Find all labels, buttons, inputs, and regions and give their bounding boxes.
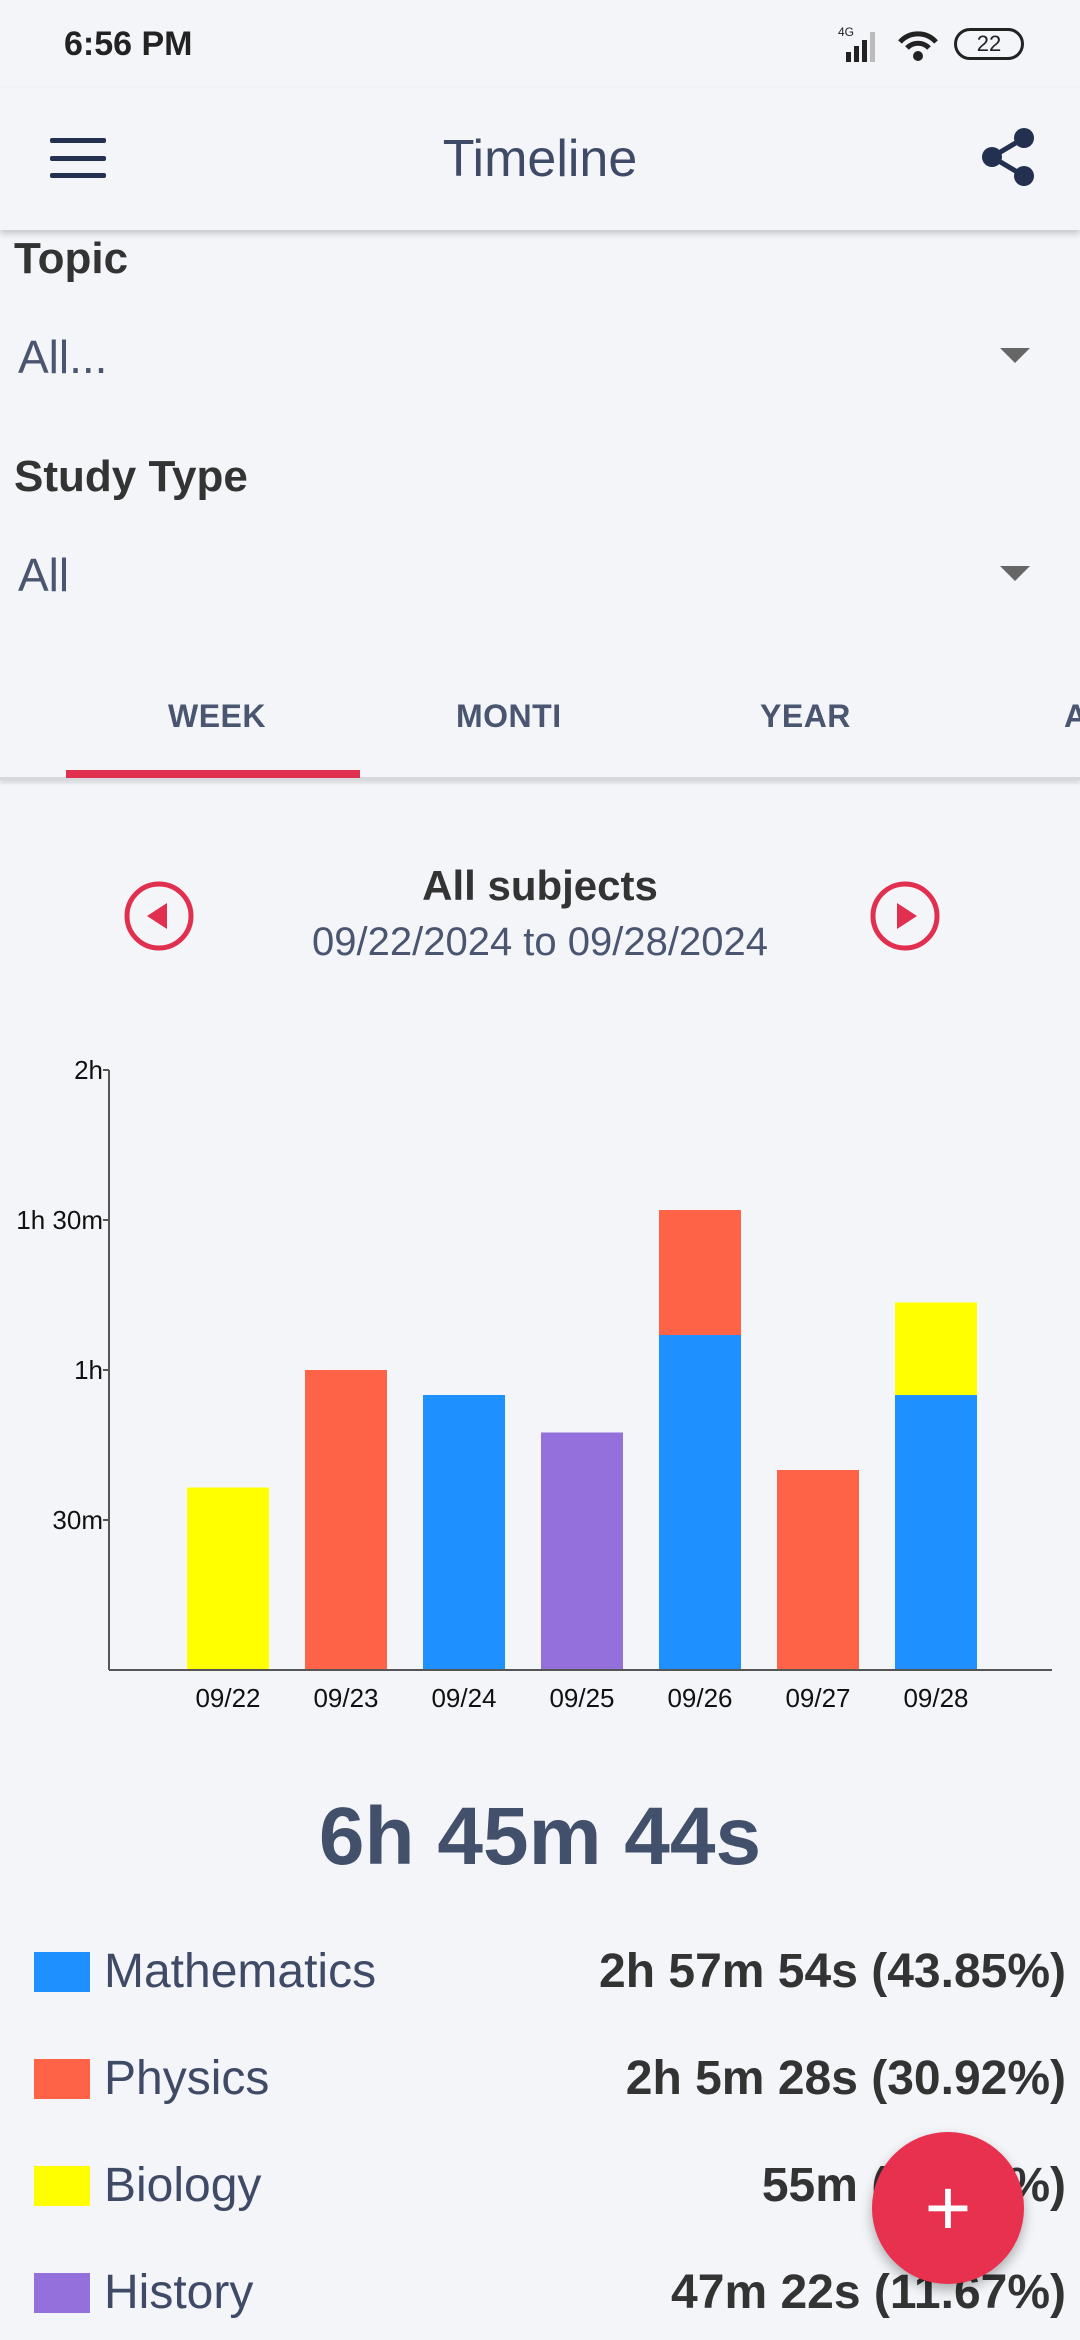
bar-09-27-physics <box>777 1470 859 1670</box>
signal-icon: 4G <box>838 25 875 62</box>
y-tick-label: 2h <box>74 1055 103 1085</box>
y-tick-label: 30m <box>52 1505 103 1535</box>
network-type-label: 4G <box>838 25 854 39</box>
date-range: 09/22/2024 to 09/28/2024 <box>312 920 768 964</box>
tab-indicator <box>66 770 360 778</box>
previous-period-icon[interactable] <box>123 880 195 952</box>
topic-dropdown[interactable]: All... <box>0 310 1080 400</box>
tab-all[interactable]: A <box>1064 698 1080 734</box>
total-time: 6h 45m 44s <box>318 1791 762 1882</box>
x-tick-label: 09/26 <box>667 1683 732 1713</box>
period-tabs: WEEK MONTI YEAR A <box>0 670 1080 780</box>
legend-swatch <box>34 2273 90 2313</box>
x-tick-label: 09/23 <box>313 1683 378 1713</box>
x-axis-labels: 09/22 09/23 09/24 09/25 09/26 09/27 09/28 <box>195 1683 968 1713</box>
menu-button[interactable] <box>50 132 106 184</box>
x-tick-label: 09/25 <box>549 1683 614 1713</box>
legend-name: History <box>104 2266 254 2319</box>
bar-09-26-mathematics <box>659 1335 741 1670</box>
bar-09-26-physics <box>659 1210 741 1335</box>
x-tick-label: 09/24 <box>431 1683 496 1713</box>
tab-year[interactable]: YEAR <box>760 698 851 734</box>
x-tick-label: 09/28 <box>903 1683 968 1713</box>
study-type-dropdown[interactable]: All <box>0 528 1080 618</box>
status-time: 6:56 PM <box>64 24 193 63</box>
legend-name: Biology <box>104 2159 262 2212</box>
legend-item-history: History 47m 22s (11.67%) <box>0 2257 1080 2327</box>
legend-value: 2h 57m 54s (43.85%) <box>599 1945 1066 1998</box>
chevron-down-icon <box>1000 566 1030 581</box>
bar-09-28-biology <box>895 1302 977 1395</box>
menu-icon-line <box>50 138 106 143</box>
menu-icon-line <box>50 155 106 161</box>
subject-title: All subjects <box>422 862 658 909</box>
legend-name: Physics <box>104 2052 270 2105</box>
wifi-icon <box>898 31 938 61</box>
page-title: Timeline <box>442 130 638 188</box>
next-period-icon[interactable] <box>869 880 941 952</box>
legend-swatch <box>34 2166 90 2206</box>
study-type-value: All <box>18 549 70 601</box>
add-session-button[interactable]: + <box>872 2132 1024 2284</box>
app-bar: Timeline <box>0 88 1080 230</box>
legend-item-mathematics: Mathematics 2h 57m 54s (43.85%) <box>0 1936 1080 2006</box>
menu-icon-line <box>50 173 106 178</box>
tab-week[interactable]: WEEK <box>168 698 266 734</box>
legend-swatch <box>34 1952 90 1992</box>
legend-name: Mathematics <box>104 1945 377 1998</box>
y-tick-label: 1h <box>74 1355 103 1385</box>
chart-bars <box>187 1210 977 1670</box>
legend-value: 47m 22s (11.67%) <box>671 2266 1066 2319</box>
bar-09-22-biology <box>187 1487 269 1670</box>
bar-09-23-physics <box>305 1370 387 1670</box>
y-tick-label: 1h 30m <box>16 1205 103 1235</box>
legend-value: 2h 5m 28s (30.92%) <box>625 2052 1066 2105</box>
x-tick-label: 09/22 <box>195 1683 260 1713</box>
status-bar: 6:56 PM 4G 22 <box>0 0 1080 88</box>
battery-icon: 22 <box>954 28 1024 60</box>
x-tick-label: 09/27 <box>785 1683 850 1713</box>
chevron-down-icon <box>1000 348 1030 363</box>
share-icon[interactable] <box>976 124 1042 190</box>
tab-month[interactable]: MONTI <box>456 698 562 734</box>
bar-09-28-mathematics <box>895 1395 977 1670</box>
plus-icon: + <box>924 2163 972 2252</box>
bar-09-25-history <box>541 1432 623 1670</box>
legend-item-physics: Physics 2h 5m 28s (30.92%) <box>0 2043 1080 2113</box>
topic-value: All... <box>18 331 108 383</box>
topic-label: Topic <box>14 234 129 283</box>
status-icons: 4G 22 <box>838 24 1024 64</box>
y-axis-ticks: 2h 1h 30m 1h 30m <box>16 1055 109 1535</box>
bar-09-24-mathematics <box>423 1395 505 1670</box>
legend-swatch <box>34 2059 90 2099</box>
study-type-label: Study Type <box>14 452 248 501</box>
